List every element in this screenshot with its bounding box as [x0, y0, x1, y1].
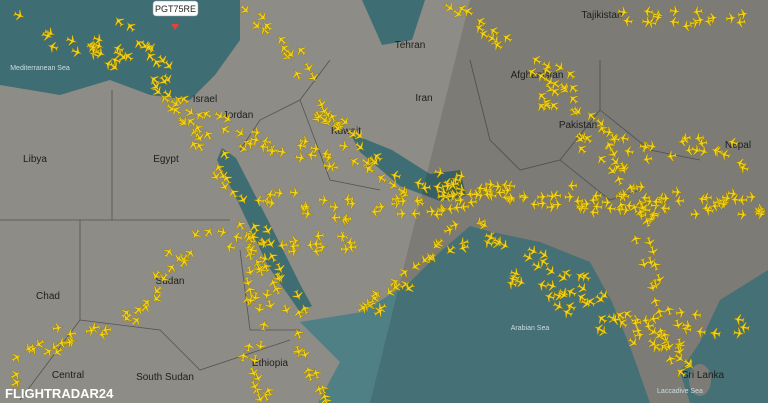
place-label: Jordan	[223, 110, 254, 121]
island	[689, 364, 711, 396]
watermark: FLIGHTRADAR24	[5, 386, 114, 401]
place-label: Libya	[23, 154, 47, 165]
place-label: Central	[52, 370, 84, 381]
place-label: Laccadive Sea	[657, 388, 703, 395]
place-label: Mediterranean Sea	[10, 65, 70, 72]
place-label: Sudan	[156, 276, 185, 287]
place-label: Ethiopia	[252, 358, 289, 369]
place-label: Israel	[193, 94, 217, 105]
callout-box[interactable]	[152, 0, 199, 17]
place-label: Tehran	[395, 40, 426, 51]
flight-label[interactable]: PGT75RE	[155, 4, 196, 14]
place-label: South Sudan	[136, 372, 194, 383]
flight-callout[interactable]: PGT75RE	[152, 0, 199, 30]
place-label: Kuwait	[331, 126, 361, 137]
place-label: Sri Lanka	[682, 370, 725, 381]
place-label: Tajikistan	[581, 10, 622, 21]
place-label: Egypt	[153, 154, 179, 165]
selected-aircraft[interactable]	[171, 24, 179, 30]
place-label: Chad	[36, 291, 60, 302]
place-labels: Mediterranean Sea Libya Egypt Israel Jordan S…	[10, 10, 751, 395]
place-label: Arabian Sea	[511, 325, 550, 332]
place-label: Iran	[415, 93, 432, 104]
place-label: Nepal	[725, 140, 751, 151]
place-label: Pakistan	[559, 120, 597, 131]
place-label: Afghanistan	[511, 70, 564, 81]
